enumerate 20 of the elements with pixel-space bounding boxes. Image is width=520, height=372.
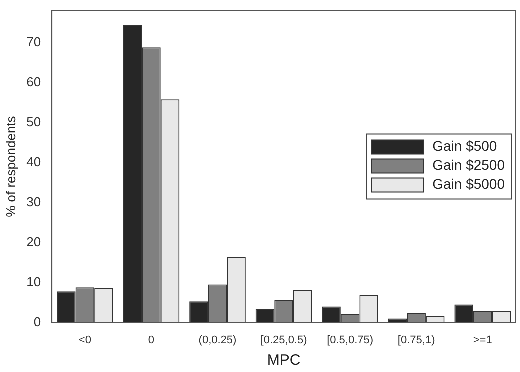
y-tick-label: 10 xyxy=(26,274,42,290)
y-tick-label: 70 xyxy=(26,34,42,50)
y-tick-label: 30 xyxy=(26,194,42,210)
y-tick-label: 20 xyxy=(26,234,42,250)
x-tick-label: >=1 xyxy=(473,334,492,346)
y-tick-label: 50 xyxy=(26,114,42,130)
y-tick-label: 40 xyxy=(26,154,42,170)
y-tick-label: 0 xyxy=(34,314,42,330)
x-tick-label: 0 xyxy=(148,334,155,346)
x-tick-label: [0.75,1) xyxy=(398,334,436,346)
y-axis-title: % of respondents xyxy=(3,116,18,218)
y-tick-label: 60 xyxy=(26,74,42,90)
legend-label: Gain $500 xyxy=(432,138,498,154)
x-tick-label: [0.5,0.75) xyxy=(327,334,374,346)
legend-label: Gain $2500 xyxy=(432,157,506,174)
x-tick-label: [0.25,0.5) xyxy=(260,334,308,346)
x-tick-label: <0 xyxy=(78,334,92,346)
x-tick-label: (0,0.25) xyxy=(198,334,237,346)
legend-label: Gain $5000 xyxy=(432,176,506,192)
x-axis-title: MPC xyxy=(267,352,301,370)
